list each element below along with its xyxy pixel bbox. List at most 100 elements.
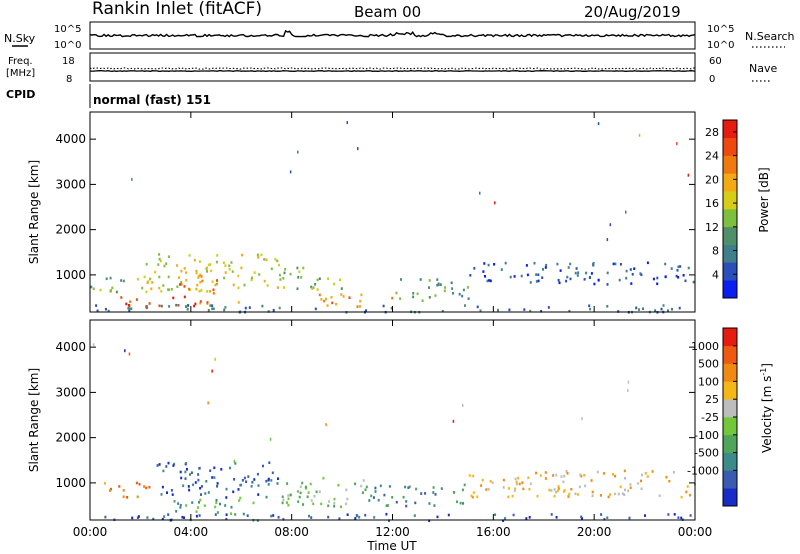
- cpid-value: normal (fast) 151: [93, 93, 211, 107]
- echo-cell-284: [472, 474, 475, 478]
- echo-cell-320: [131, 516, 134, 520]
- echo-cell-351: [270, 514, 273, 518]
- echo-cell-229: [471, 495, 474, 499]
- echo-cell-12: [110, 289, 112, 292]
- colorbar-tick-label-4: -25: [701, 411, 719, 424]
- echo-cell-348: [523, 308, 526, 311]
- echo-cell-146: [296, 266, 299, 270]
- echo-cell-208: [469, 274, 472, 277]
- echo-cell-190: [374, 490, 377, 493]
- echo-cell-337: [244, 306, 247, 310]
- echo-cell-179: [443, 289, 446, 293]
- echo-cell-83: [143, 275, 146, 279]
- echo-cell-266: [557, 278, 560, 282]
- echo-cell-3: [135, 481, 138, 485]
- echo-cell-338: [642, 307, 644, 310]
- echo-cell-188: [462, 288, 465, 292]
- colorbar-segment-7: [723, 155, 737, 174]
- echo-cell-118: [345, 488, 348, 492]
- echo-cell-239: [544, 477, 547, 480]
- echo-cell-228: [557, 487, 560, 490]
- echo-cell-350: [660, 307, 663, 311]
- echo-cell-334: [628, 516, 631, 520]
- echo-cell-36: [277, 263, 280, 267]
- echo-cell-182: [399, 297, 402, 300]
- echo-cell-131: [340, 505, 342, 509]
- echo-cell-277: [483, 262, 486, 265]
- echo-cell-7: [110, 487, 112, 491]
- echo-cell-4: [148, 485, 151, 489]
- echo-cell-139: [281, 501, 284, 505]
- echo-cell-133: [206, 301, 209, 304]
- echo-cell-236: [556, 489, 559, 493]
- echo-cell-32: [234, 462, 237, 465]
- echo-cell-230: [535, 273, 538, 276]
- echo-cell-130: [237, 301, 240, 304]
- y-tick-label-2: 3000: [55, 177, 86, 191]
- echo-cell-155: [304, 485, 307, 489]
- echo-cell-200: [585, 271, 588, 275]
- nsky-strip: N.Sky 10^5 10^0 10^5 10^0 N.Search: [4, 21, 795, 51]
- echo-cell-59: [176, 285, 179, 288]
- echo-cell-301: [673, 513, 676, 516]
- echo-cell-7: [122, 279, 125, 283]
- echo-cell-9: [118, 485, 121, 488]
- echo-cell-81: [245, 480, 248, 483]
- echo-cell-156: [283, 286, 285, 289]
- echo-cell-328: [568, 309, 571, 313]
- echo-cell-198: [421, 299, 424, 302]
- echo-cell-93: [263, 258, 266, 261]
- colorbar-segment-5: [723, 191, 737, 210]
- echo-cell-254: [562, 480, 565, 484]
- echo-cell-34: [206, 270, 208, 273]
- echo-cell-271: [609, 493, 612, 496]
- echo-cell-364: [609, 223, 612, 227]
- echo-cell-168: [440, 487, 443, 490]
- echo-cell-269: [672, 471, 675, 474]
- echo-cell-95: [167, 275, 170, 279]
- echo-cell-266: [568, 492, 571, 496]
- echo-cell-136: [318, 277, 321, 280]
- echo-cell-267: [584, 484, 587, 488]
- echo-cell-143: [333, 497, 336, 501]
- echo-cell-140: [322, 476, 325, 480]
- echo-cell-144: [282, 277, 285, 280]
- echo-cell-52: [243, 476, 246, 480]
- echo-cell-318: [261, 304, 264, 308]
- echo-cell-136: [287, 494, 290, 497]
- power-x-ticks: [89, 112, 696, 312]
- echo-cell-61: [182, 484, 185, 487]
- echo-cell-330: [161, 517, 164, 521]
- echo-cell-278: [500, 268, 503, 271]
- echo-cell-40: [222, 261, 225, 264]
- echo-cell-109: [214, 505, 217, 509]
- echo-cell-273: [591, 490, 594, 494]
- echo-cell-348: [436, 515, 439, 519]
- echo-cell-281: [646, 261, 649, 265]
- freq-tick-bottom: 8: [66, 74, 72, 85]
- echo-cell-201: [577, 271, 580, 274]
- echo-cell-78: [145, 262, 148, 266]
- echo-cell-71: [256, 472, 259, 476]
- echo-cell-22: [216, 282, 218, 286]
- echo-cell-241: [629, 268, 632, 271]
- colorbar-segment-6: [723, 381, 737, 400]
- echo-cell-305: [689, 514, 692, 517]
- echo-cell-290: [127, 307, 130, 310]
- echo-cell-69: [240, 266, 243, 270]
- echo-cell-360: [207, 401, 209, 405]
- echo-cell-292: [160, 304, 163, 308]
- echo-cell-111: [179, 283, 181, 286]
- echo-cell-61: [141, 286, 144, 290]
- echo-cell-201: [536, 494, 539, 498]
- echo-cell-263: [560, 475, 563, 478]
- echo-cell-55: [233, 478, 236, 481]
- echo-cell-96: [198, 501, 200, 504]
- echo-cell-20: [165, 262, 168, 265]
- echo-cell-66: [223, 276, 226, 280]
- echo-cell-218: [565, 469, 568, 473]
- echo-cell-48: [178, 276, 181, 279]
- echo-cell-204: [624, 476, 626, 480]
- echo-cell-45: [194, 481, 197, 484]
- echo-cell-41: [215, 260, 218, 264]
